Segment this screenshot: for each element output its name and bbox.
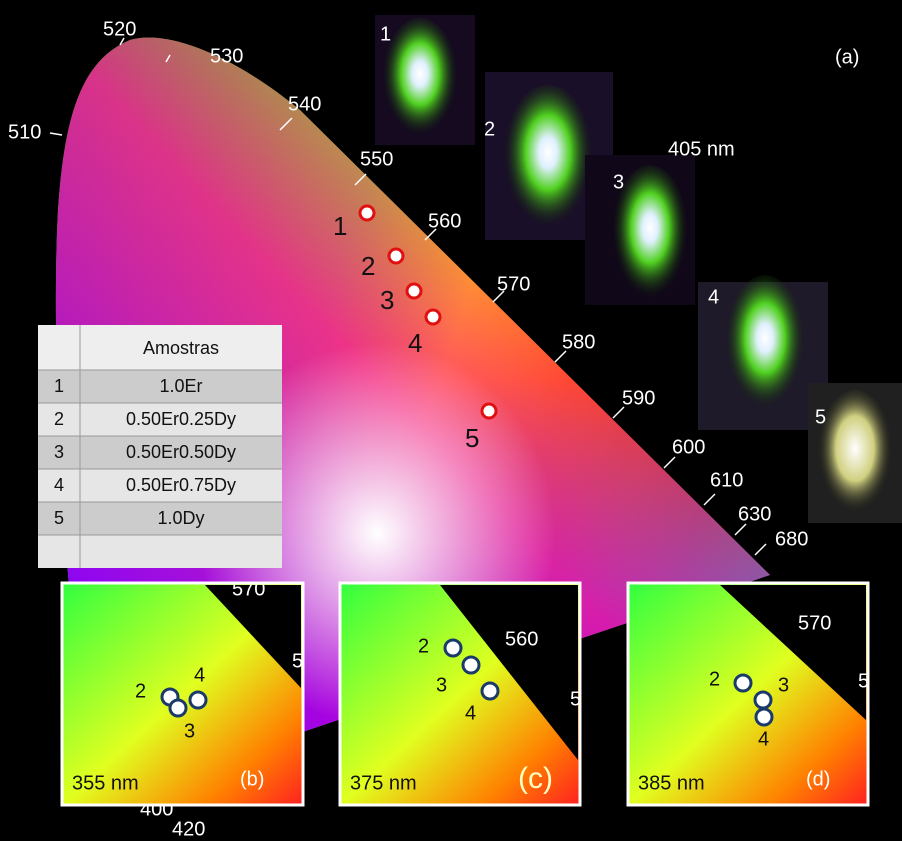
wavelength-label: 630	[738, 503, 771, 525]
inset-label: (c)	[518, 762, 553, 795]
inset: 560 5 2 3 4 375 nm (c)	[338, 581, 582, 807]
inset-tick: 560	[505, 628, 538, 650]
table-cell: 3	[54, 442, 64, 462]
wavelength-label: 510	[8, 121, 41, 143]
inset-tick: 5	[570, 688, 581, 710]
wavelength-label: 540	[288, 93, 321, 115]
table-cell: 1.0Er	[159, 376, 202, 396]
table-cell: 2	[54, 409, 64, 429]
inset-point-label: 4	[465, 702, 476, 724]
point-label: 1	[333, 211, 347, 241]
inset-point-label: 3	[778, 674, 789, 696]
table-cell: 5	[54, 508, 64, 528]
wavelength-label: 610	[710, 469, 743, 491]
inset-label: (d)	[806, 768, 830, 790]
inset: 570 5 2 3 4 385 nm (d)	[626, 581, 870, 807]
inset-tick: 570	[798, 612, 831, 634]
excitation-label: 405 nm	[668, 138, 735, 160]
inset-tick: 5	[292, 650, 303, 672]
inset-point-label: 4	[194, 664, 205, 686]
inset-tick: 5	[858, 670, 869, 692]
inset-label: (b)	[240, 768, 264, 790]
inset-point-label: 3	[184, 720, 195, 742]
wavelength-label: 560	[428, 210, 461, 232]
inset-point-label: 2	[418, 635, 429, 657]
table-header: Amostras	[143, 338, 219, 358]
inset-tick: 570	[232, 578, 265, 600]
wavelength-label: 580	[562, 331, 595, 353]
wavelength-label: 420	[172, 818, 205, 840]
point-label: 3	[380, 285, 394, 315]
inset-excitation: 385 nm	[638, 772, 705, 794]
panel-label: (a)	[835, 46, 859, 68]
wavelength-label: 600	[672, 436, 705, 458]
inset-point-label: 2	[135, 680, 146, 702]
inset-point-label: 2	[709, 668, 720, 690]
table-cell: 0.50Er0.50Dy	[126, 442, 236, 462]
photo-label: 1	[380, 23, 391, 45]
inset-point-label: 4	[758, 728, 769, 750]
inset-point-label: 3	[436, 674, 447, 696]
photo-label: 4	[708, 286, 719, 308]
wavelength-label: 550	[360, 148, 393, 170]
table-cell: 1	[54, 376, 64, 396]
photo-label: 2	[484, 118, 495, 140]
table-cell: 0.50Er0.25Dy	[126, 409, 236, 429]
wavelength-label: 570	[497, 273, 530, 295]
point-label: 5	[465, 423, 479, 453]
point-label: 2	[361, 251, 375, 281]
wavelength-label: 680	[775, 528, 808, 550]
wavelength-label: 590	[622, 387, 655, 409]
inset-excitation: 355 nm	[72, 772, 139, 794]
wavelength-label: 530	[210, 45, 243, 67]
table-cell: 1.0Dy	[157, 508, 204, 528]
inset-excitation: 375 nm	[350, 772, 417, 794]
photo-label: 5	[815, 406, 826, 428]
table-cell: 0.50Er0.75Dy	[126, 475, 236, 495]
point-label: 4	[408, 328, 422, 358]
photo-label: 3	[613, 171, 624, 193]
sample-points	[358, 204, 498, 420]
inset: 570 5 2 4 3 355 nm (b)	[60, 578, 305, 807]
photos	[375, 15, 902, 523]
wavelength-label: 520	[103, 18, 136, 40]
table-cell: 4	[54, 475, 64, 495]
table: Amostras 1 1.0Er 2 0.50Er0.25Dy 3 0.50Er…	[38, 325, 282, 568]
